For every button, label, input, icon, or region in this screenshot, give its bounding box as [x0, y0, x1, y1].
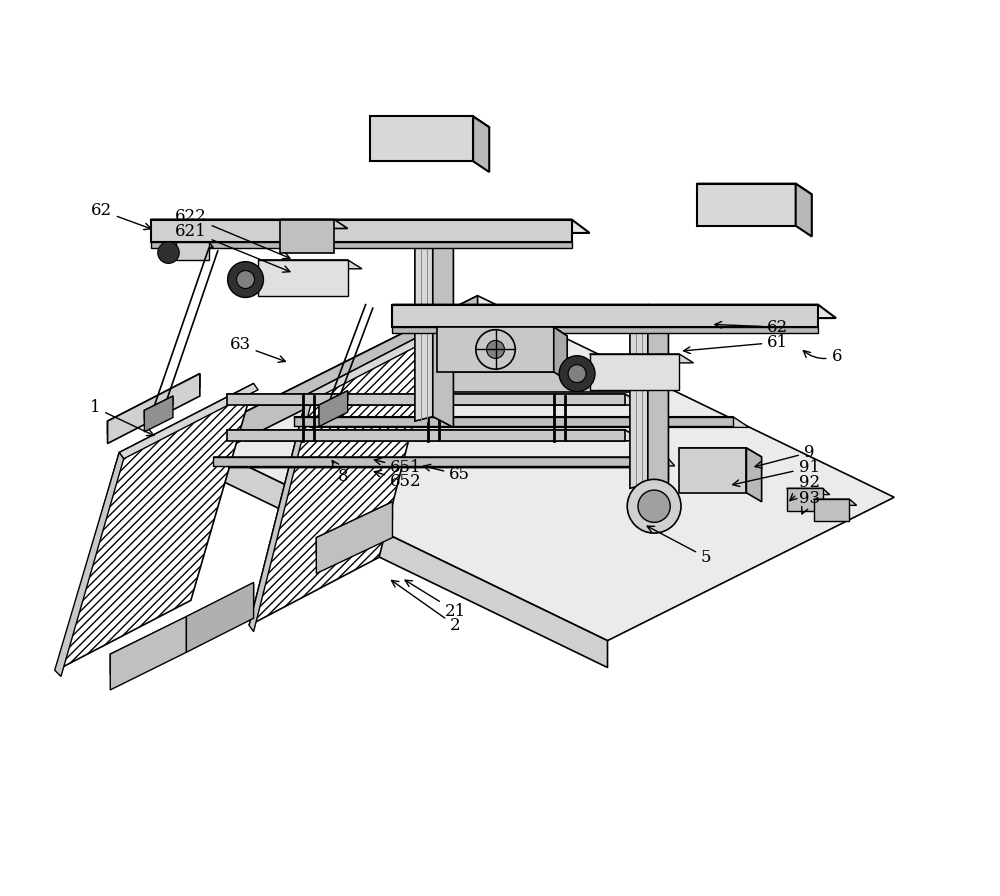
Polygon shape [648, 305, 668, 495]
Polygon shape [433, 237, 453, 427]
Text: 8: 8 [332, 461, 349, 485]
Polygon shape [213, 457, 668, 468]
Polygon shape [316, 502, 392, 556]
Polygon shape [144, 396, 173, 432]
Text: 62: 62 [715, 319, 788, 335]
Polygon shape [415, 372, 648, 383]
Polygon shape [643, 459, 675, 466]
Text: 6: 6 [803, 349, 842, 365]
Text: 93: 93 [799, 490, 820, 514]
Polygon shape [473, 116, 489, 172]
Polygon shape [415, 372, 630, 392]
Polygon shape [249, 394, 312, 632]
Polygon shape [319, 391, 348, 414]
Polygon shape [191, 296, 478, 466]
Text: 1: 1 [90, 400, 154, 435]
Polygon shape [415, 237, 433, 421]
Polygon shape [392, 305, 836, 318]
Polygon shape [144, 396, 173, 419]
Text: 63: 63 [230, 337, 285, 362]
Polygon shape [294, 417, 749, 427]
Polygon shape [370, 116, 489, 127]
Polygon shape [110, 584, 254, 675]
Polygon shape [554, 327, 567, 381]
Polygon shape [227, 394, 625, 405]
Polygon shape [186, 582, 254, 652]
Text: 9: 9 [755, 444, 814, 468]
Circle shape [559, 356, 595, 392]
Text: 622: 622 [175, 209, 290, 259]
Polygon shape [630, 305, 648, 488]
Polygon shape [151, 242, 572, 248]
Text: 91: 91 [733, 460, 820, 487]
Polygon shape [227, 430, 643, 441]
Polygon shape [814, 499, 857, 505]
Text: 652: 652 [374, 470, 422, 489]
Polygon shape [679, 448, 762, 457]
Text: 2: 2 [392, 581, 461, 633]
Polygon shape [191, 439, 608, 668]
Polygon shape [787, 488, 830, 495]
Polygon shape [590, 354, 679, 390]
Polygon shape [307, 327, 442, 401]
Polygon shape [679, 448, 746, 493]
Polygon shape [319, 391, 348, 426]
Polygon shape [814, 499, 849, 521]
Polygon shape [119, 383, 258, 459]
Polygon shape [787, 488, 823, 511]
Circle shape [228, 262, 263, 297]
Polygon shape [227, 394, 643, 405]
Polygon shape [437, 327, 567, 336]
Polygon shape [191, 296, 894, 641]
Polygon shape [746, 448, 762, 502]
Polygon shape [108, 374, 200, 444]
Text: 651: 651 [374, 458, 422, 476]
Polygon shape [213, 457, 652, 466]
Polygon shape [392, 305, 818, 327]
Text: 65: 65 [424, 464, 470, 483]
Polygon shape [55, 452, 124, 676]
Polygon shape [796, 184, 812, 237]
Circle shape [237, 271, 254, 289]
Polygon shape [643, 459, 668, 479]
Polygon shape [110, 616, 186, 690]
Polygon shape [227, 430, 625, 441]
Text: 621: 621 [175, 223, 290, 272]
Text: 62: 62 [91, 202, 151, 229]
Polygon shape [590, 354, 694, 363]
Polygon shape [437, 327, 554, 372]
Circle shape [487, 340, 504, 358]
Polygon shape [392, 327, 818, 333]
Circle shape [568, 365, 586, 383]
Polygon shape [280, 220, 334, 253]
Polygon shape [249, 327, 437, 625]
Polygon shape [176, 242, 209, 260]
Polygon shape [697, 184, 812, 194]
Polygon shape [56, 383, 254, 670]
Polygon shape [176, 242, 213, 247]
Text: 92: 92 [790, 475, 820, 501]
Polygon shape [370, 116, 473, 161]
Text: 61: 61 [684, 334, 788, 354]
Circle shape [638, 490, 670, 522]
Circle shape [158, 242, 179, 263]
Text: 21: 21 [405, 581, 466, 619]
Polygon shape [316, 502, 392, 573]
Polygon shape [258, 260, 362, 269]
Text: 5: 5 [647, 526, 711, 565]
Polygon shape [294, 417, 733, 426]
Polygon shape [151, 220, 572, 242]
Polygon shape [108, 374, 200, 435]
Polygon shape [258, 260, 348, 296]
Polygon shape [280, 220, 348, 228]
Polygon shape [697, 184, 796, 226]
Circle shape [627, 479, 681, 533]
Polygon shape [151, 220, 590, 233]
